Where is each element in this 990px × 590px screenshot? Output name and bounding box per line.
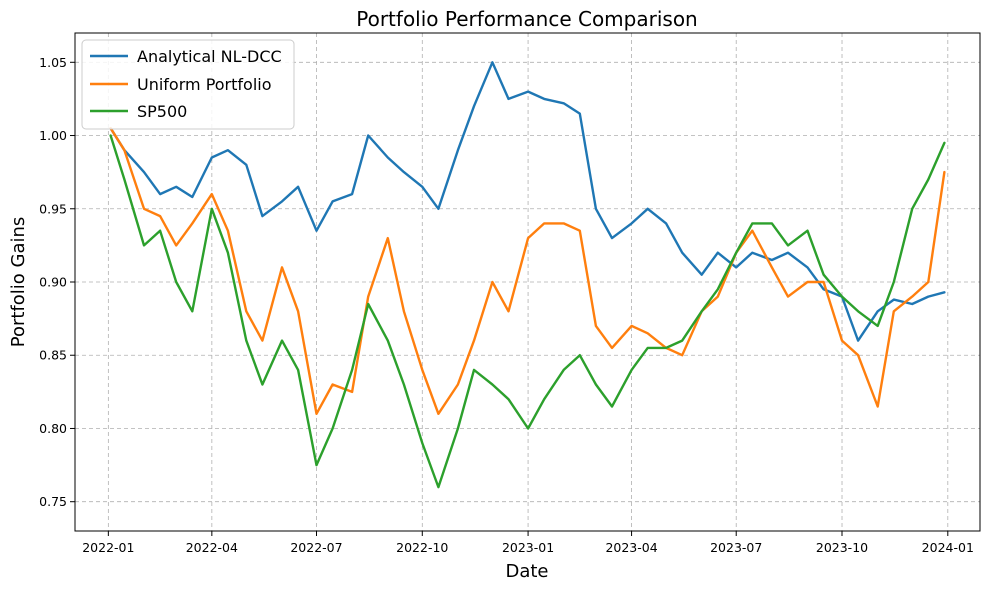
x-tick-label: 2022-01 xyxy=(82,540,134,555)
x-tick-label: 2023-07 xyxy=(710,540,762,555)
x-tick-label: 2023-04 xyxy=(605,540,657,555)
x-tick-label: 2023-10 xyxy=(816,540,868,555)
legend-label-sp500: SP500 xyxy=(137,102,187,121)
legend-label-nl-dcc: Analytical NL-DCC xyxy=(137,47,282,66)
x-tick-label: 2024-01 xyxy=(922,540,974,555)
y-tick-label: 1.05 xyxy=(39,55,67,70)
series-line-nl-dcc xyxy=(109,61,946,342)
x-tick-label: 2022-10 xyxy=(396,540,448,555)
series-layer xyxy=(109,61,946,489)
y-tick-label: 1.00 xyxy=(39,128,67,143)
x-tick-label: 2022-07 xyxy=(290,540,342,555)
legend-box xyxy=(81,39,295,130)
x-tick-label: 2023-01 xyxy=(502,540,554,555)
y-tick-label: 0.75 xyxy=(39,494,67,509)
series-line-uniform xyxy=(109,126,946,415)
x-axis-ticks: 2022-01 2022-04 2022-07 2022-10 2023-01 2023-… xyxy=(82,531,974,555)
x-axis-label: Date xyxy=(505,561,548,582)
chart-title: Portfolio Performance Comparison xyxy=(356,7,697,31)
legend: Analytical NL-DCC Uniform Portfolio SP50… xyxy=(81,39,295,130)
y-tick-label: 0.85 xyxy=(39,348,67,363)
series-line-sp500 xyxy=(109,134,946,489)
y-tick-label: 0.90 xyxy=(39,275,67,290)
y-axis-label: Portfolio Gains xyxy=(8,217,29,348)
y-tick-label: 0.80 xyxy=(39,421,67,436)
y-axis-ticks: 0.75 0.80 0.85 0.90 0.95 1.00 1.05 xyxy=(39,55,75,509)
legend-label-uniform: Uniform Portfolio xyxy=(137,75,272,94)
y-tick-label: 0.95 xyxy=(39,201,67,216)
x-tick-label: 2022-04 xyxy=(186,540,238,555)
